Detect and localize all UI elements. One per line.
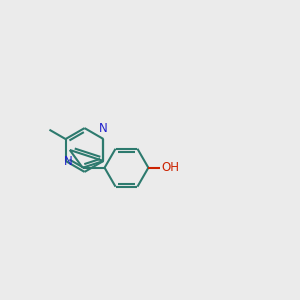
Text: N: N [99,122,108,134]
Text: OH: OH [161,161,179,174]
Text: N: N [64,155,73,168]
